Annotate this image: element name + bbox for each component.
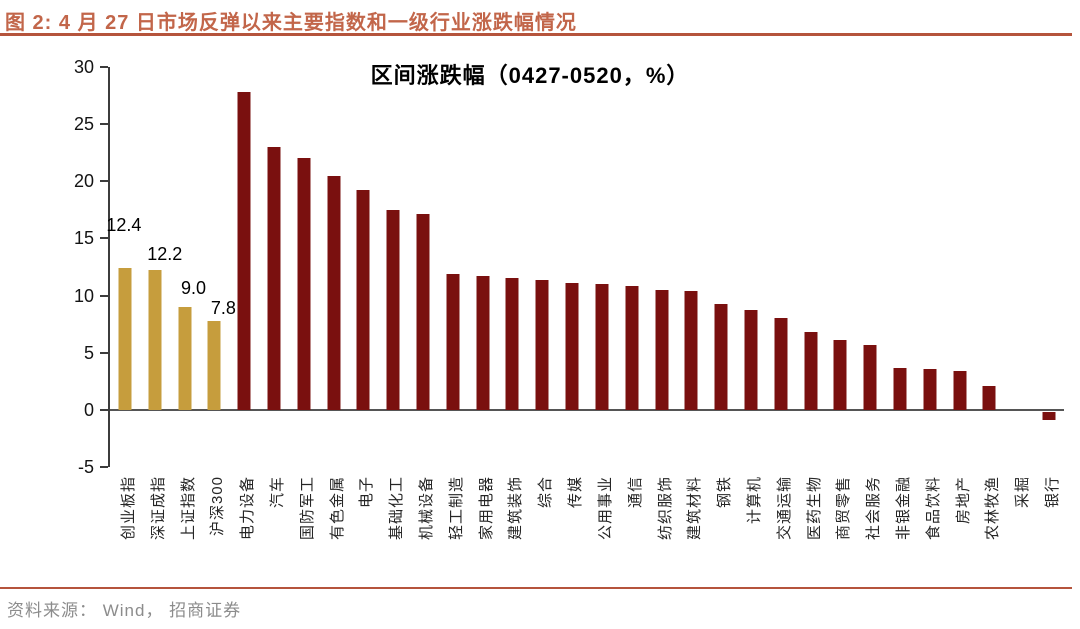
- bar-slot-通信: 通信: [617, 67, 647, 582]
- y-axis: 30 25 20 15 10 5 0 -5: [0, 57, 108, 477]
- bar-房地产: [953, 371, 967, 410]
- bar-通信: [625, 286, 639, 410]
- bar-建筑装饰: [505, 278, 519, 410]
- bar-slot-采掘: 采掘: [1014, 476, 1032, 509]
- chart-title: 区间涨跌幅（0427-0520，%）: [370, 63, 690, 88]
- bar-slot-社会服务: 社会服务: [855, 67, 885, 582]
- bar-slot-家用电器: 家用电器: [468, 67, 498, 582]
- bar-value-label: 12.2: [147, 244, 183, 265]
- bar-slot-建筑装饰: 建筑装饰: [498, 67, 528, 582]
- bar-slot-电子: 电子: [349, 67, 379, 582]
- source-note: 资料来源： Wind， 招商证券: [7, 601, 242, 620]
- x-axis-zero-line: [110, 409, 1064, 411]
- bar-食品饮料: [923, 368, 937, 410]
- bar-传媒: [565, 283, 579, 410]
- bar-slot-传媒: 传媒: [557, 67, 587, 582]
- bar-有色金属: [327, 175, 341, 410]
- figure-title: 图 2: 4 月 27 日市场反弹以来主要指数和一级行业涨跌幅情况: [5, 12, 577, 34]
- y-tick-mark: [100, 294, 108, 297]
- source-divider: [0, 587, 1072, 589]
- bar-国防军工: [297, 158, 311, 410]
- y-tick-mark: [100, 66, 108, 68]
- y-tick-label: 5: [83, 342, 94, 363]
- bar-slot-有色金属: 有色金属: [319, 67, 349, 582]
- bar-钢铁: [714, 303, 728, 410]
- bar-slot-医药生物: 医药生物: [796, 67, 826, 582]
- y-tick-mark: [100, 351, 108, 354]
- bar-slot-上证指数: 9.0 上证指数: [178, 278, 207, 541]
- bar-汽车: [267, 147, 281, 410]
- bar-非银金融: [893, 367, 907, 410]
- bar-社会服务: [863, 344, 877, 410]
- figure-title-underline: [0, 33, 1072, 36]
- bar-slot-交通运输: 交通运输: [766, 67, 796, 582]
- bar-slot-汽车: 汽车: [259, 67, 289, 582]
- y-tick-mark: [100, 408, 108, 411]
- bar-slot-房地产: 房地产: [945, 67, 975, 582]
- bar-slot-纺织服饰: 纺织服饰: [647, 67, 677, 582]
- bar-商贸零售: [833, 340, 847, 410]
- bar-机械设备: [416, 214, 430, 410]
- y-tick-label: 10: [73, 285, 94, 306]
- bar-slot-建筑材料: 建筑材料: [676, 67, 706, 582]
- bar-综合: [535, 279, 549, 410]
- bar-slot-深证成指: 12.2 深证成指: [147, 244, 183, 541]
- bar-slot-电力设备: 电力设备: [229, 67, 259, 582]
- bar-slot-农林牧渔: 农林牧渔: [975, 67, 1005, 582]
- bar-slot-公用事业: 公用事业: [587, 67, 617, 582]
- bar-slot-商贸零售: 商贸零售: [826, 67, 856, 582]
- bar-公用事业: [595, 284, 609, 410]
- bar-电子: [356, 190, 370, 410]
- y-tick-label: 15: [73, 228, 94, 249]
- bar-纺织服饰: [655, 289, 669, 410]
- y-tick-mark: [100, 466, 108, 468]
- bar-银行: [1042, 411, 1056, 420]
- y-tick-label: 20: [73, 171, 94, 192]
- bar-创业板指: [118, 268, 132, 410]
- bar-slot-食品饮料: 食品饮料: [915, 67, 945, 582]
- bar-深证成指: [148, 270, 162, 410]
- bar-slot-机械设备: 机械设备: [408, 67, 438, 582]
- bar-沪深300: [207, 320, 221, 410]
- bar-家用电器: [476, 276, 490, 410]
- bar-value-label: 7.8: [210, 297, 236, 318]
- bar-建筑材料: [684, 291, 698, 410]
- y-tick-label: -5: [77, 457, 94, 477]
- bar-slot-综合: 综合: [527, 67, 557, 582]
- y-tick-label: 30: [73, 57, 94, 77]
- y-tick-mark: [100, 180, 108, 183]
- bar-slot-银行: 银行: [1034, 67, 1064, 582]
- bar-series: 12.4 创业板指 12.2 深证成指 9.0 上证指数 7.8 沪深300 电力设备 汽车 国防军…: [106, 67, 1064, 582]
- bar-slot-计算机: 计算机: [736, 67, 766, 582]
- bar-value-label: 9.0: [181, 278, 207, 298]
- bar-slot-轻工制造: 轻工制造: [438, 67, 468, 582]
- bar-农林牧渔: [982, 385, 996, 410]
- bar-交通运输: [774, 318, 788, 410]
- y-tick-label: 0: [83, 399, 94, 420]
- bar-计算机: [744, 310, 758, 410]
- y-tick-label: 25: [73, 114, 94, 135]
- bar-slot-钢铁: 钢铁: [706, 67, 736, 582]
- y-tick-mark: [100, 237, 108, 240]
- bar-slot-沪深300: 7.8 沪深300: [207, 297, 236, 537]
- bar-电力设备: [237, 92, 251, 410]
- bar-医药生物: [804, 332, 818, 410]
- bar-上证指数: [178, 307, 192, 410]
- bar-slot-基础化工: 基础化工: [378, 67, 408, 582]
- plot-area: 12.4 创业板指 12.2 深证成指 9.0 上证指数 7.8 沪深300 电力设备 汽车 国防军…: [106, 67, 1064, 540]
- bar-基础化工: [386, 209, 400, 410]
- bar-value-label: 12.4: [106, 215, 142, 236]
- bar-slot-非银金融: 非银金融: [885, 67, 915, 582]
- y-tick-mark: [100, 123, 108, 126]
- bar-轻工制造: [446, 273, 460, 410]
- bar-slot-创业板指: 12.4 创业板指: [106, 215, 142, 541]
- bar-slot-国防军工: 国防军工: [289, 67, 319, 582]
